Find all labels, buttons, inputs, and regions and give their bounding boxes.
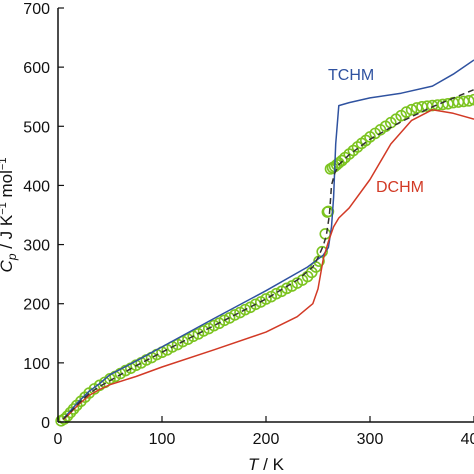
x-tick-label: 400 [461, 431, 474, 448]
data-marker [177, 335, 189, 348]
dchm-series-line [62, 108, 474, 421]
data-marker [187, 330, 199, 343]
data-marker [208, 319, 220, 332]
data-marker [67, 403, 80, 415]
x-tick-label: 100 [149, 431, 176, 448]
data-marker [239, 303, 251, 316]
data-marker [61, 410, 74, 422]
tchm-series-label: TCHM [328, 67, 374, 84]
axes-layer [57, 8, 474, 423]
data-marker [64, 406, 77, 419]
data-marker [218, 314, 231, 327]
data-marker [197, 325, 210, 337]
data-marker [400, 106, 413, 118]
data-marker [319, 228, 332, 240]
y-tick-label: 200 [23, 297, 50, 314]
data-marker [468, 93, 474, 106]
x-tick-label: 200 [253, 431, 280, 448]
series-layer [55, 59, 474, 427]
tchm-series-line [62, 59, 474, 420]
data-marker [405, 103, 418, 116]
data-marker [270, 287, 283, 300]
data-marker [322, 205, 335, 218]
data-marker [130, 359, 142, 372]
x-tick-label: 0 [54, 431, 63, 448]
y-tick-label: 300 [23, 238, 50, 255]
y-tick-label: 0 [41, 415, 50, 432]
data-marker [119, 364, 132, 377]
x-tick-label: 300 [357, 431, 384, 448]
data-marker [280, 282, 293, 295]
data-marker [310, 261, 322, 273]
data-marker [249, 298, 262, 311]
y-tick-label: 500 [23, 119, 50, 136]
data-marker [229, 309, 241, 321]
data-marker [336, 154, 348, 167]
y-tick-label: 400 [23, 178, 50, 195]
y-tick-label: 700 [23, 1, 50, 18]
x-axis-label: T / K [248, 455, 285, 474]
y-axis-label: Cp / J K−1 mol−1 [0, 158, 19, 273]
dchm-series-label: DCHM [376, 179, 424, 196]
ticks-layer: 0 100 200 300 400 0 100 200 300 400 500 600 700 [23, 1, 474, 448]
y-tick-label: 600 [23, 60, 50, 77]
data-marker [260, 293, 272, 305]
dashed-series-line [62, 88, 474, 420]
y-tick-label: 100 [23, 356, 50, 373]
data-marker [58, 413, 71, 425]
